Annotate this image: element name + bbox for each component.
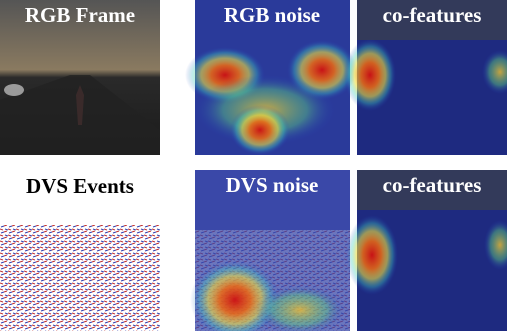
dvs-noise-panel: DVS noise bbox=[190, 170, 350, 331]
panel-label: RGB Frame bbox=[25, 3, 135, 27]
rgb-noise-panel: RGB noise bbox=[185, 0, 357, 155]
panel-label: DVS noise bbox=[226, 173, 319, 197]
panel-label: co-features bbox=[383, 173, 482, 197]
dvs-cofeatures-panel: co-features bbox=[346, 170, 507, 331]
panel-label: co-features bbox=[383, 3, 482, 27]
panel-label: RGB noise bbox=[224, 3, 320, 27]
dvs-events-panel: DVS Events bbox=[0, 174, 160, 331]
rgb-cofeatures-panel: co-features bbox=[344, 0, 507, 155]
rgb-frame-panel: RGB Frame bbox=[0, 0, 160, 155]
page: RGB Frame RGB noise co-features DVS Even… bbox=[0, 0, 507, 331]
panel-label: DVS Events bbox=[26, 174, 134, 198]
figure: RGB Frame RGB noise co-features DVS Even… bbox=[0, 0, 507, 331]
